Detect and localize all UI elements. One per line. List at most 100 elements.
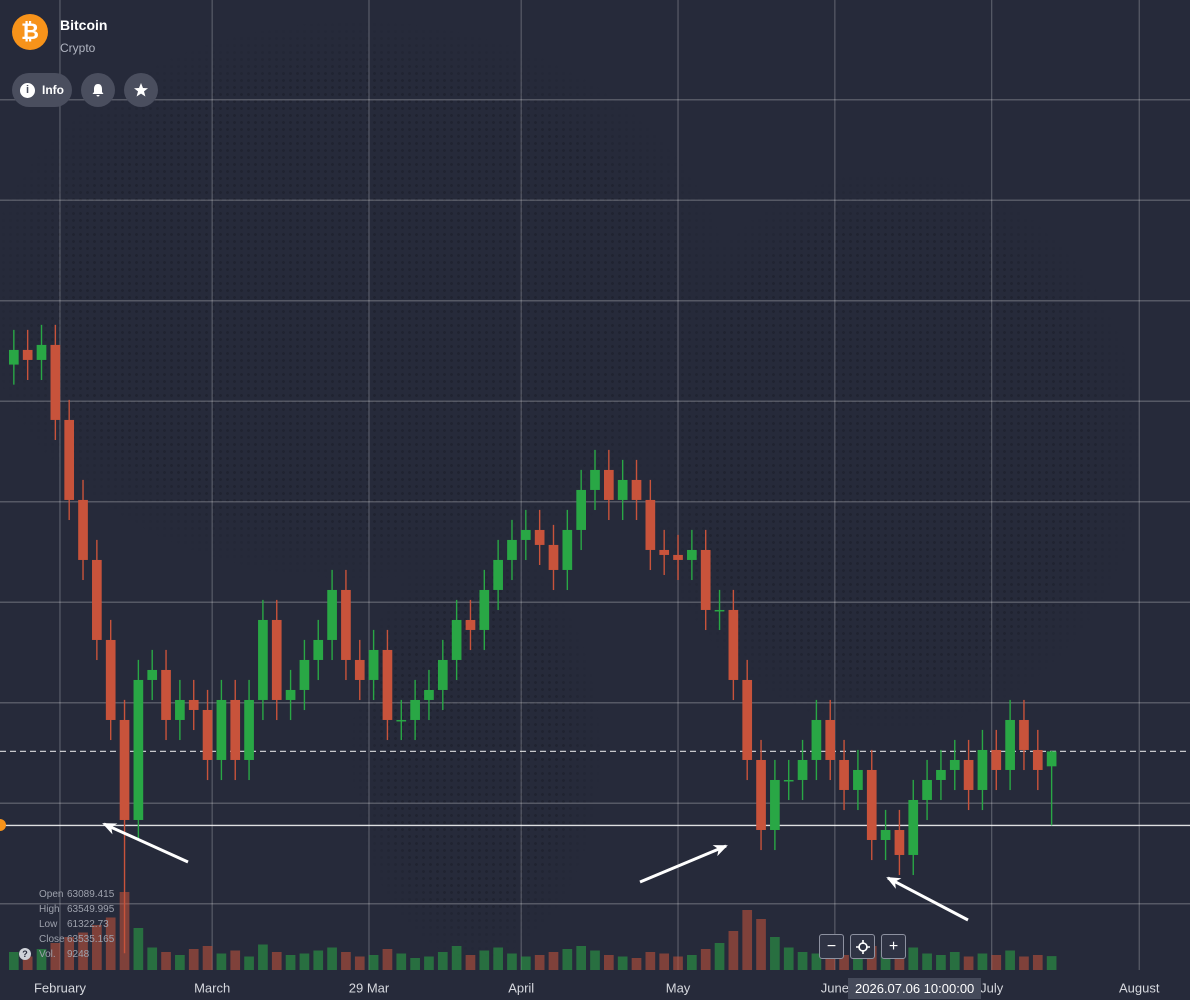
candle-body	[645, 499, 656, 550]
volume-bar	[299, 953, 310, 970]
candle-body	[147, 669, 158, 680]
candle-body	[271, 619, 282, 700]
candle-body	[161, 669, 171, 720]
volume-bar	[770, 937, 780, 970]
help-icon[interactable]: ?	[19, 948, 31, 960]
volume-bar	[908, 947, 919, 970]
asset-buttons: i Info	[12, 73, 158, 107]
candle-body	[410, 699, 420, 720]
volume-bar	[36, 949, 47, 970]
x-tick-label: April	[508, 980, 534, 995]
candle-body	[36, 344, 47, 360]
zoom-controls: − +	[819, 934, 906, 959]
asset-header: ₿ Bitcoin Crypto	[12, 14, 107, 55]
candle-body	[534, 529, 545, 545]
volume-bar	[631, 958, 642, 970]
volume-bar	[396, 953, 407, 970]
volume-bar	[341, 952, 351, 970]
candle-body	[894, 829, 905, 855]
volume-bar	[853, 952, 863, 970]
alert-button[interactable]	[81, 73, 115, 107]
price-alert-marker[interactable]	[0, 819, 6, 832]
zoom-in-button[interactable]: +	[881, 934, 906, 959]
bell-icon	[92, 84, 104, 97]
volume-bar	[493, 947, 503, 970]
reset-view-button[interactable]	[850, 934, 875, 959]
candle-body	[258, 619, 268, 700]
volume-bar	[22, 956, 33, 970]
volume-bar	[590, 950, 600, 970]
candle-body	[119, 719, 130, 820]
candle-body	[341, 589, 351, 660]
ohlc-label: Open	[39, 889, 64, 900]
volume-bar	[1046, 956, 1057, 970]
ohlc-value: 61322.73	[67, 919, 109, 930]
ohlc-row: Open 63089.415	[39, 887, 114, 902]
asset-name: Bitcoin	[60, 17, 108, 33]
ohlc-value: 63535.165	[67, 934, 115, 945]
candle-body	[977, 749, 988, 790]
volume-bar	[562, 949, 573, 970]
candle-body	[396, 719, 407, 722]
candle-body	[1019, 719, 1029, 750]
candle-body	[908, 799, 919, 855]
zoom-out-button[interactable]: −	[819, 934, 844, 959]
x-tick-label: 29 Mar	[349, 980, 390, 995]
candle-body	[437, 659, 448, 690]
candle-body	[285, 689, 296, 700]
candle-body	[880, 829, 891, 840]
candle-body	[244, 699, 254, 760]
candle-body	[64, 419, 75, 500]
candle-body	[92, 559, 102, 640]
volume-bar	[78, 932, 88, 970]
volume-bar	[285, 955, 296, 970]
candle-body	[839, 759, 849, 790]
candle-body	[78, 499, 88, 560]
ohlc-value: 9248	[67, 949, 90, 960]
candle-body	[520, 529, 531, 540]
candle-body	[133, 679, 144, 820]
volume-bar	[603, 955, 614, 970]
volume-bar	[645, 952, 656, 970]
candle-body	[756, 759, 766, 830]
candle-body	[451, 619, 462, 660]
volume-bar	[161, 952, 171, 970]
volume-bar	[105, 917, 116, 970]
volume-bar	[271, 952, 282, 970]
candle-body	[603, 469, 614, 500]
volume-bar	[133, 928, 144, 970]
candle-body	[576, 489, 587, 530]
volume-bar	[354, 956, 365, 970]
volume-bar	[825, 949, 836, 970]
candle-body	[22, 349, 33, 360]
favorite-button[interactable]	[124, 73, 158, 107]
candle-body	[50, 344, 61, 420]
x-tick-label: May	[666, 980, 691, 995]
volume-bar	[175, 955, 185, 970]
candle-body	[354, 659, 365, 680]
candle-body	[299, 659, 310, 690]
volume-bar	[811, 953, 822, 970]
x-tick-label: March	[194, 980, 230, 995]
volume-bar	[327, 947, 337, 970]
volume-bar	[783, 947, 794, 970]
volume-bar	[673, 956, 683, 970]
volume-bar	[313, 950, 324, 970]
candle-body	[783, 779, 794, 782]
volume-bar	[202, 946, 213, 970]
candle-body	[687, 549, 697, 560]
x-tick-label: June	[821, 980, 849, 995]
candle-body	[327, 589, 337, 640]
candle-body	[175, 699, 185, 720]
ohlc-panel: Open 63089.415 High 63549.995 Low 61322.73 Clo…	[39, 887, 114, 962]
candle-body	[770, 779, 780, 830]
volume-bar	[451, 946, 462, 970]
info-button[interactable]: i Info	[12, 73, 72, 107]
volume-bar	[230, 950, 241, 970]
candle-body	[313, 639, 324, 660]
candle-body	[382, 649, 393, 720]
volume-bar	[742, 910, 753, 970]
candle-body	[493, 559, 503, 590]
